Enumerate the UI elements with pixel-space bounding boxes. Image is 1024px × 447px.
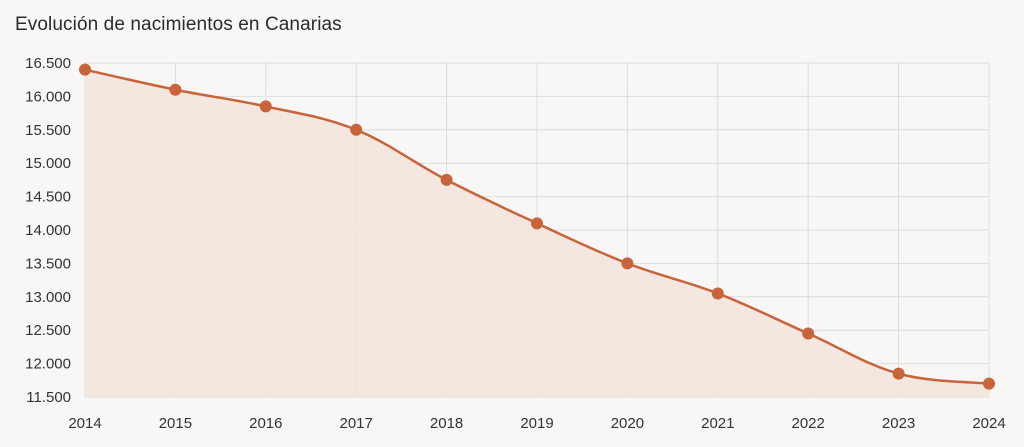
data-point-2023 (892, 367, 905, 380)
data-point-2021 (711, 287, 724, 300)
x-tick-label: 2018 (430, 415, 463, 432)
data-point-2018 (440, 173, 453, 186)
x-tick-label: 2019 (520, 415, 553, 432)
data-point-2024 (983, 377, 995, 390)
x-tick-label: 2023 (882, 415, 915, 432)
area-fill (85, 69, 989, 398)
x-axis-ticks: 2014 2015 2016 2017 2018 2019 2020 2021 2022 2023… (68, 415, 1005, 432)
x-tick-label: 2017 (340, 415, 373, 432)
y-axis-ticks: 11.500 12.000 12.500 13.000 13.500 14.000 14.5… (25, 55, 71, 406)
y-tick-label: 15.000 (25, 155, 71, 172)
x-tick-label: 2016 (249, 415, 282, 432)
y-tick-label: 16.000 (25, 88, 71, 105)
data-point-2017 (350, 123, 363, 136)
x-tick-label: 2015 (159, 415, 192, 432)
data-point-2016 (259, 100, 272, 113)
y-tick-label: 15.500 (25, 122, 71, 139)
x-tick-label: 2022 (792, 415, 825, 432)
x-tick-label: 2021 (701, 415, 734, 432)
data-point-2019 (531, 217, 543, 230)
x-tick-label: 2020 (611, 415, 644, 432)
y-tick-label: 16.500 (25, 55, 71, 72)
y-tick-label: 11.500 (26, 389, 71, 406)
y-tick-label: 12.000 (25, 356, 71, 373)
y-tick-label: 13.000 (25, 289, 71, 306)
chart-title: Evolución de nacimientos en Canarias (15, 14, 342, 35)
data-point-2014 (79, 63, 91, 76)
y-tick-label: 13.500 (25, 255, 71, 272)
data-point-2020 (621, 257, 634, 270)
y-tick-label: 12.500 (25, 322, 71, 339)
y-tick-label: 14.500 (25, 189, 71, 206)
y-tick-label: 14.000 (25, 222, 71, 239)
area-fill-path (85, 69, 989, 398)
data-points (79, 63, 995, 390)
x-tick-label: 2024 (972, 415, 1005, 432)
x-tick-label: 2014 (68, 415, 101, 432)
data-point-2015 (169, 83, 182, 96)
data-point-2022 (802, 327, 815, 340)
